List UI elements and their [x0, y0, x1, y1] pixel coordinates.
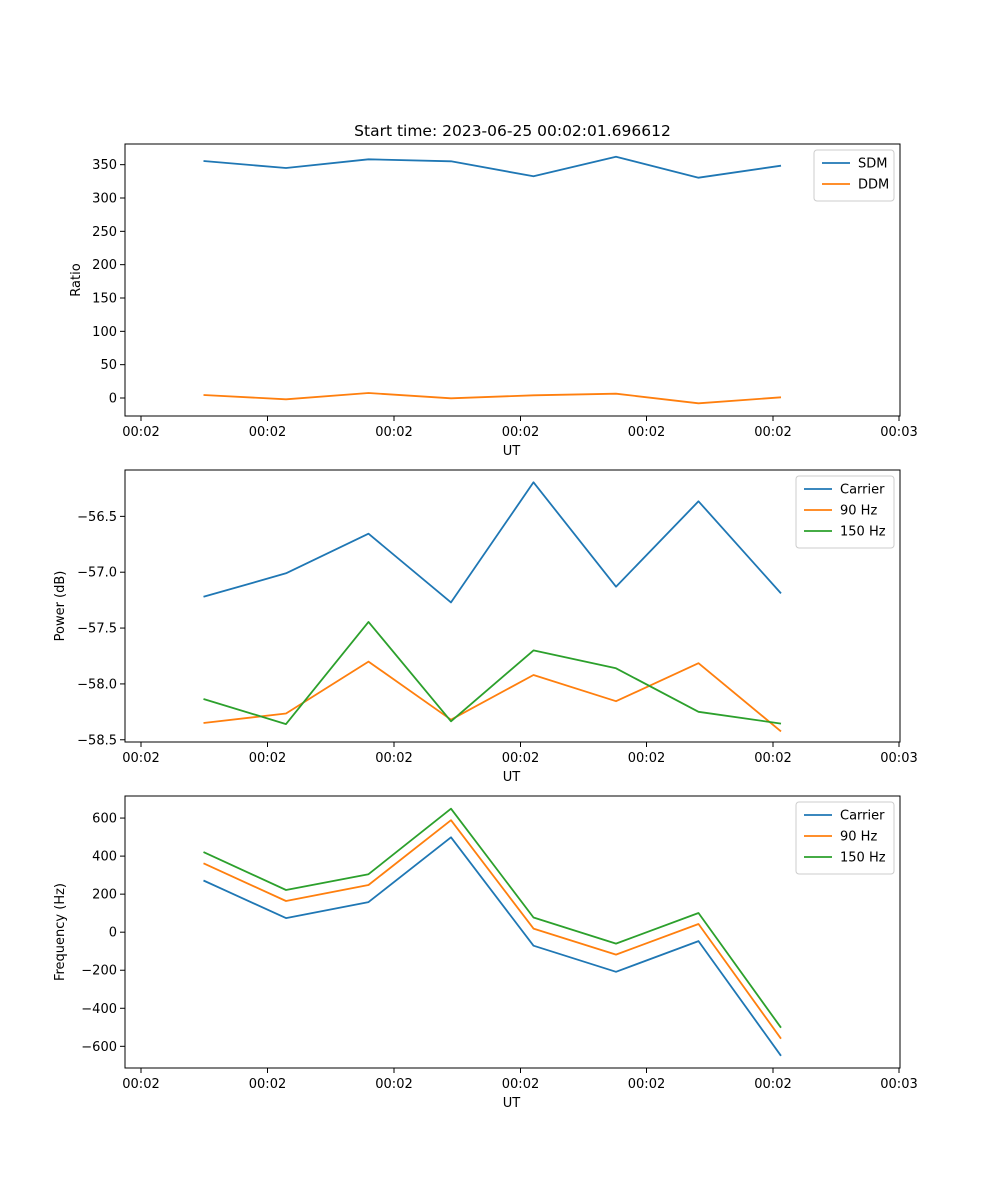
power-subplot: 00:02 00:02 00:02 00:02 00:02 00:02 00:03 −58.5…: [53, 469, 918, 785]
x-axis-label: UT: [503, 444, 521, 459]
series-line-carrier: [203, 481, 782, 604]
x-tick-label: 00:02: [502, 425, 539, 440]
x-axis-label: UT: [503, 1096, 521, 1111]
y-tick-label: 150: [92, 292, 117, 307]
legend: SDM DDM: [813, 149, 895, 202]
y-tick-label: −57.5: [77, 622, 117, 637]
x-tick-label: 00:02: [122, 425, 159, 440]
x-tick-label: 00:02: [375, 751, 412, 766]
x-tick-label: 00:02: [628, 751, 665, 766]
legend-entry-label: Carrier: [840, 809, 885, 824]
ratio-subplot: 00:02 00:02 00:02 00:02 00:02 00:02 00:03 0 50 10…: [69, 122, 918, 459]
y-tick-label: 400: [92, 850, 117, 865]
legend: Carrier 90 Hz 150 Hz: [795, 801, 895, 875]
y-tick-label: 200: [92, 888, 117, 903]
series-line-150-hz: [203, 621, 782, 725]
series-line-150-hz: [203, 807, 782, 1029]
y-tick-label: −600: [81, 1040, 117, 1055]
y-tick-label: 100: [92, 325, 117, 340]
x-tick-label: 00:02: [249, 751, 286, 766]
chart-title: Start time: 2023-06-25 00:02:01.696612: [354, 122, 671, 140]
series-line-90-hz: [203, 660, 782, 733]
x-tick-label: 00:02: [754, 751, 791, 766]
y-tick-label: −400: [81, 1002, 117, 1017]
x-tick-label: 00:02: [122, 751, 159, 766]
x-tick-label: 00:02: [754, 1077, 791, 1092]
y-tick-label: 0: [109, 926, 117, 941]
x-tick-label: 00:03: [880, 751, 917, 766]
y-tick-label: −56.5: [77, 510, 117, 525]
y-tick-label: 300: [92, 192, 117, 207]
x-tick-label: 00:02: [628, 425, 665, 440]
legend-entry-label: 90 Hz: [840, 830, 877, 845]
legend: Carrier 90 Hz 150 Hz: [795, 475, 895, 549]
legend-entry-label: 150 Hz: [840, 851, 886, 866]
y-tick-label: −200: [81, 964, 117, 979]
y-tick-label: 0: [109, 392, 117, 407]
x-tick-label: 00:02: [375, 425, 412, 440]
legend-entry-label: DDM: [858, 178, 889, 193]
legend-box: [795, 475, 895, 549]
axes-frame: [124, 143, 901, 417]
x-tick-label: 00:03: [880, 425, 917, 440]
x-tick-label: 00:02: [502, 751, 539, 766]
y-axis-label: Frequency (Hz): [53, 883, 68, 981]
y-tick-label: 600: [92, 812, 117, 827]
legend-entry-label: Carrier: [840, 483, 885, 498]
x-tick-label: 00:02: [628, 1077, 665, 1092]
x-tick-label: 00:02: [249, 1077, 286, 1092]
y-tick-label: −58.5: [77, 733, 117, 748]
y-tick-label: 200: [92, 258, 117, 273]
series-line-ddm: [203, 392, 782, 405]
y-axis-label: Ratio: [69, 263, 84, 296]
y-tick-label: 50: [100, 358, 117, 373]
x-tick-label: 00:02: [375, 1077, 412, 1092]
legend-box: [795, 801, 895, 875]
legend-entry-label: SDM: [858, 157, 887, 172]
x-tick-label: 00:03: [880, 1077, 917, 1092]
y-tick-label: 350: [92, 158, 117, 173]
series-line-sdm: [203, 155, 782, 179]
series-line-carrier: [203, 836, 782, 1057]
y-tick-label: 250: [92, 225, 117, 240]
x-tick-label: 00:02: [502, 1077, 539, 1092]
axes-frame: [124, 795, 901, 1069]
frequency-subplot: 00:02 00:02 00:02 00:02 00:02 00:02 00:03 −600 −…: [53, 795, 918, 1111]
x-tick-label: 00:02: [122, 1077, 159, 1092]
axes-frame: [124, 469, 901, 743]
y-tick-label: −57.0: [77, 566, 117, 581]
x-axis-label: UT: [503, 770, 521, 785]
series-line-90-hz: [203, 819, 782, 1040]
y-axis-label: Power (dB): [53, 571, 68, 642]
x-tick-label: 00:02: [249, 425, 286, 440]
y-tick-label: −58.0: [77, 677, 117, 692]
legend-entry-label: 90 Hz: [840, 504, 877, 519]
x-tick-label: 00:02: [754, 425, 791, 440]
legend-entry-label: 150 Hz: [840, 525, 886, 540]
